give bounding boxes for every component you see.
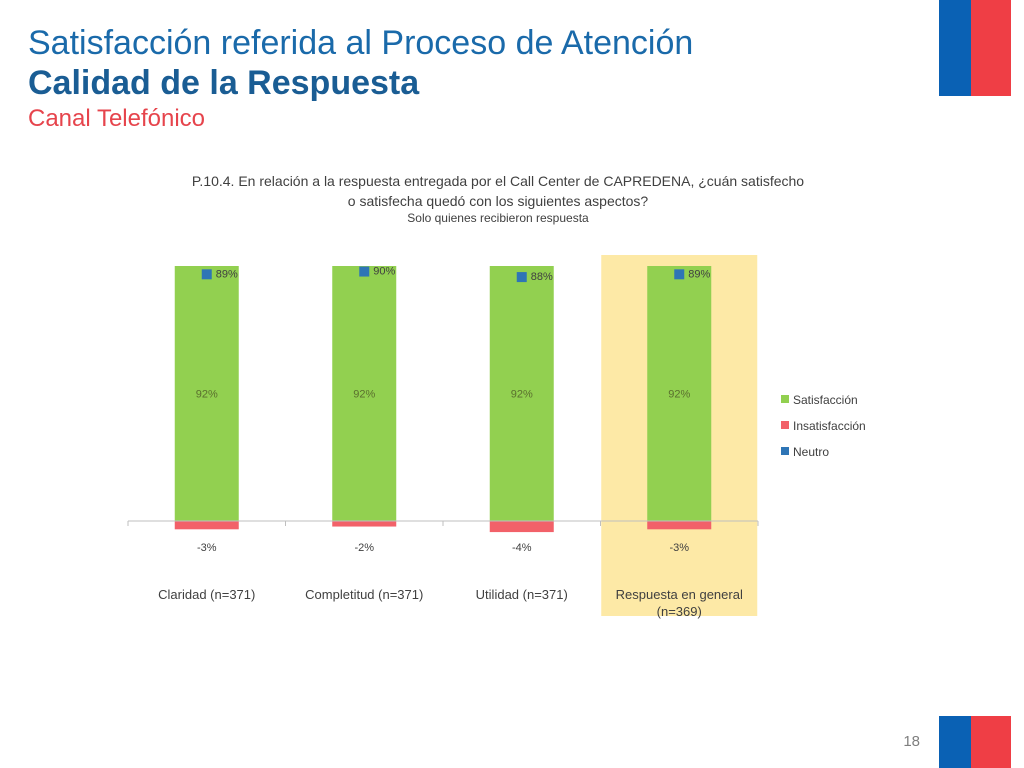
bar-insatisfaccion [332, 521, 397, 527]
label-insatisfaccion: -4% [512, 542, 532, 554]
bar-insatisfaccion [174, 521, 239, 530]
slide-subtitle: Calidad de la Respuesta [28, 64, 420, 102]
marker-neutro [201, 269, 212, 280]
marker-neutro [516, 272, 527, 283]
label-insatisfaccion: -3% [669, 542, 689, 554]
marker-neutro [674, 269, 685, 280]
label-neutro: 89% [688, 268, 710, 280]
legend-swatch [781, 395, 789, 403]
label-insatisfaccion: -3% [197, 542, 217, 554]
bar-satisfaccion [174, 266, 239, 521]
label-satisfaccion: 92% [511, 389, 533, 401]
label-neutro: 89% [216, 268, 238, 280]
label-satisfaccion: 92% [353, 389, 375, 401]
label-satisfaccion: 92% [668, 389, 690, 401]
label-insatisfaccion: -2% [354, 542, 374, 554]
category-label: (n=369) [657, 604, 702, 619]
bar-satisfaccion [489, 266, 554, 521]
slide-title: Satisfacción referida al Proceso de Aten… [28, 24, 694, 62]
slide-channel: Canal Telefónico [28, 105, 206, 132]
bar-insatisfaccion [647, 521, 712, 530]
legend-label: Neutro [793, 445, 829, 459]
label-neutro: 88% [531, 271, 553, 283]
legend-label: Insatisfacción [793, 419, 866, 433]
category-label: Utilidad (n=371) [476, 587, 568, 602]
label-satisfaccion: 92% [196, 389, 218, 401]
bar-satisfaccion [332, 266, 397, 521]
legend-label: Satisfacción [793, 393, 858, 407]
chart-subtitle: Solo quienes recibieron respuesta [407, 211, 589, 225]
category-label: Respuesta en general [616, 587, 743, 602]
marker-neutro [359, 266, 370, 277]
bar-satisfaccion [647, 266, 712, 521]
flag-logo-top [939, 0, 1013, 96]
category-label: Claridad (n=371) [158, 587, 255, 602]
flag-logo-bottom [939, 716, 1013, 768]
bar-insatisfaccion [489, 521, 554, 533]
category-label: Completitud (n=371) [305, 587, 423, 602]
chart-title-line: o satisfecha quedó con los siguientes as… [348, 193, 649, 209]
legend-swatch [781, 447, 789, 455]
page-number: 18 [903, 733, 920, 750]
label-neutro: 90% [373, 266, 395, 278]
legend-swatch [781, 421, 789, 429]
chart-title-line: P.10.4. En relación a la respuesta entre… [192, 173, 804, 189]
